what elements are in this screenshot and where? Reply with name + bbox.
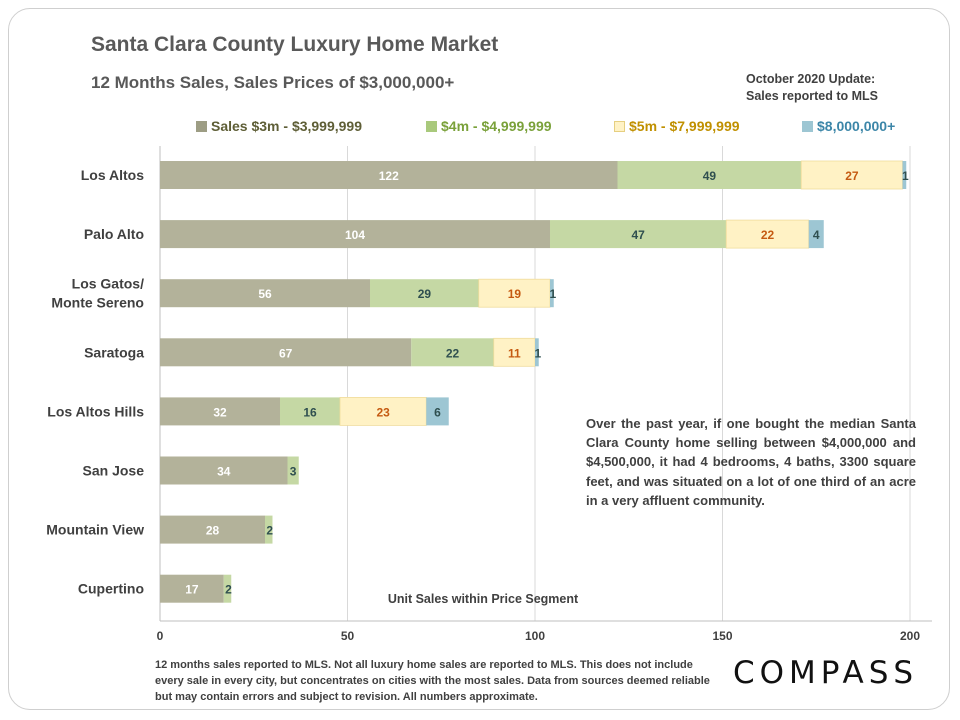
legend-swatch-4 <box>802 120 813 132</box>
category-label: Los Altos Hills <box>47 403 144 419</box>
data-label: 22 <box>761 228 775 242</box>
bar-segment <box>478 278 551 308</box>
bar-segment <box>800 160 903 190</box>
data-label: 16 <box>303 405 317 419</box>
category-label: San Jose <box>83 463 145 479</box>
update-note: October 2020 Update: Sales reported to M… <box>746 71 878 105</box>
compass-logo: COMPASS <box>733 655 919 691</box>
page-subtitle: 12 Months Sales, Sales Prices of $3,000,… <box>91 73 455 92</box>
bar-segment <box>280 397 340 426</box>
data-label: 23 <box>376 405 390 419</box>
x-tick-label-0: 0 <box>157 629 164 643</box>
data-label: 47 <box>631 228 645 242</box>
slide-frame <box>8 8 950 710</box>
data-label: 3 <box>290 465 297 479</box>
bar-segment <box>160 574 224 603</box>
x-axis-title: Unit Sales within Price Segment <box>388 592 579 606</box>
legend-label-1: Sales $3m - $3,999,999 <box>211 118 363 134</box>
category-label: Los Altos <box>81 167 144 183</box>
legend-item-1: Sales $3m - $3,999,999 <box>196 118 362 134</box>
category-label: Saratoga <box>84 344 144 360</box>
data-label: 122 <box>379 169 399 183</box>
data-label: 1 <box>535 346 542 360</box>
legend-label-3: $5m - $7,999,999 <box>629 118 740 134</box>
footnote: 12 months sales reported to MLS. Not all… <box>155 659 710 703</box>
legend-swatch-3 <box>614 120 625 132</box>
bar-segment <box>223 574 232 603</box>
data-label: 67 <box>279 346 293 360</box>
data-label: 11 <box>508 346 521 360</box>
category-label: Mountain View <box>46 522 144 538</box>
data-label: 19 <box>508 287 522 301</box>
data-label: 28 <box>206 524 220 538</box>
data-label: 22 <box>446 346 460 360</box>
category-label: Cupertino <box>78 581 144 597</box>
data-label: 1 <box>550 287 557 301</box>
legend-item-4: $8,000,000+ <box>802 118 895 134</box>
bar-segment <box>426 397 449 426</box>
category-label: Los Gatos/ <box>72 276 144 292</box>
legend-item-3: $5m - $7,999,999 <box>614 118 740 134</box>
bar-segment <box>411 338 494 367</box>
median-home-annotation: Over the past year, if one bought the me… <box>586 416 916 508</box>
bar-segment <box>370 279 479 308</box>
bar-segment <box>160 220 550 249</box>
x-tick-label-50: 50 <box>341 629 355 643</box>
data-label: 27 <box>845 169 859 183</box>
bar-segment <box>725 219 810 249</box>
data-label: 56 <box>258 287 272 301</box>
x-tick-label-200: 200 <box>900 629 920 643</box>
data-label: 4 <box>813 228 820 242</box>
legend-swatch-1 <box>196 120 207 132</box>
data-label: 1 <box>902 169 909 183</box>
bar-segment <box>617 161 802 189</box>
data-label: 2 <box>225 583 232 597</box>
bar-segment <box>902 161 907 189</box>
data-label: 2 <box>266 524 273 538</box>
data-label: 6 <box>434 405 441 419</box>
data-label: 32 <box>213 405 227 419</box>
data-label: 34 <box>217 465 231 479</box>
bar-segment <box>535 338 539 367</box>
page-title: Santa Clara County Luxury Home Market <box>91 33 499 56</box>
bar-segment <box>287 456 299 485</box>
data-label: 29 <box>418 287 432 301</box>
bar-segment <box>160 161 618 189</box>
bar-segment <box>550 279 554 308</box>
category-label: Palo Alto <box>84 226 144 242</box>
update-line-2: Sales reported to MLS <box>746 89 878 103</box>
x-tick-label-100: 100 <box>525 629 545 643</box>
legend-swatch-2 <box>426 120 437 132</box>
update-line-1: October 2020 Update: <box>746 72 876 86</box>
data-label: 49 <box>703 169 717 183</box>
category-label: Monte Sereno <box>51 295 144 311</box>
chart-legend: Sales $3m - $3,999,999 $4m - $4,999,999 … <box>196 118 936 138</box>
legend-item-2: $4m - $4,999,999 <box>426 118 552 134</box>
bar-segment <box>160 397 280 426</box>
bar-segment <box>160 515 265 544</box>
bar-segment <box>160 338 412 367</box>
bar-segment <box>550 220 727 249</box>
data-label: 17 <box>185 583 199 597</box>
bar-segment <box>160 456 288 485</box>
bar-segment <box>265 515 273 544</box>
x-tick-label-150: 150 <box>712 629 732 643</box>
data-label: 104 <box>345 228 365 242</box>
legend-label-4: $8,000,000+ <box>817 118 896 134</box>
bar-segment <box>493 337 536 367</box>
bar-segment <box>160 279 370 308</box>
bar-segment <box>808 220 824 249</box>
legend-label-2: $4m - $4,999,999 <box>441 118 552 134</box>
